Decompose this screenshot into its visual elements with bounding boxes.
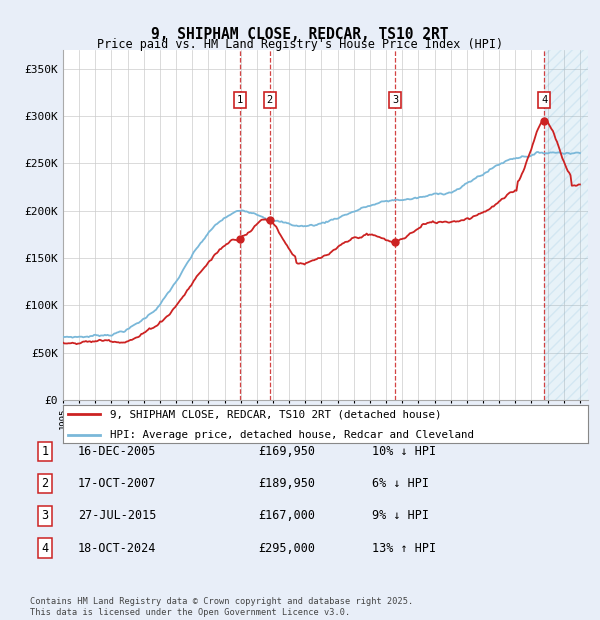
Text: £169,950: £169,950 [258,445,315,458]
Text: 17-OCT-2007: 17-OCT-2007 [78,477,157,490]
Text: 3: 3 [392,95,398,105]
Text: £295,000: £295,000 [258,542,315,554]
Text: Contains HM Land Registry data © Crown copyright and database right 2025.
This d: Contains HM Land Registry data © Crown c… [30,598,413,617]
Text: 6% ↓ HPI: 6% ↓ HPI [372,477,429,490]
Text: 9, SHIPHAM CLOSE, REDCAR, TS10 2RT (detached house): 9, SHIPHAM CLOSE, REDCAR, TS10 2RT (deta… [110,409,442,420]
Text: 10% ↓ HPI: 10% ↓ HPI [372,445,436,458]
Text: Price paid vs. HM Land Registry's House Price Index (HPI): Price paid vs. HM Land Registry's House … [97,38,503,51]
Text: 1: 1 [41,445,49,458]
Text: 16-DEC-2005: 16-DEC-2005 [78,445,157,458]
Text: 13% ↑ HPI: 13% ↑ HPI [372,542,436,554]
Bar [544,50,588,400]
Text: 1: 1 [237,95,243,105]
Text: £189,950: £189,950 [258,477,315,490]
Text: HPI: Average price, detached house, Redcar and Cleveland: HPI: Average price, detached house, Redc… [110,430,474,440]
Text: 4: 4 [541,95,548,105]
Text: 4: 4 [41,542,49,554]
Text: 27-JUL-2015: 27-JUL-2015 [78,510,157,522]
Text: £167,000: £167,000 [258,510,315,522]
Text: 2: 2 [266,95,273,105]
Text: 18-OCT-2024: 18-OCT-2024 [78,542,157,554]
Text: 9, SHIPHAM CLOSE, REDCAR, TS10 2RT: 9, SHIPHAM CLOSE, REDCAR, TS10 2RT [151,27,449,42]
Text: 9% ↓ HPI: 9% ↓ HPI [372,510,429,522]
Text: 2: 2 [41,477,49,490]
Text: 3: 3 [41,510,49,522]
